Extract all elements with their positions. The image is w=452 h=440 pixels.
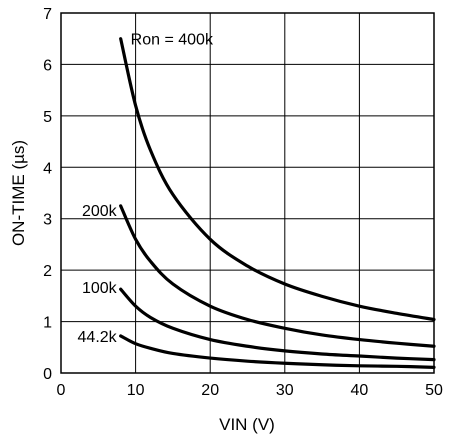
series-label-2: 100k: [82, 280, 118, 297]
plot-frame: [60, 12, 435, 374]
series-line-1: [119, 204, 436, 348]
series-label-3: 44.2k: [78, 329, 118, 346]
y-axis-label: ON-TIME (µs): [9, 140, 28, 246]
y-tick-label: 1: [43, 315, 52, 332]
x-tick-label: 30: [276, 382, 294, 399]
series-label-0: Ron = 400k: [131, 32, 214, 49]
y-tick-label: 2: [43, 263, 52, 280]
series-group: [119, 37, 436, 369]
grid: [61, 13, 434, 373]
y-tick-label: 0: [43, 366, 52, 383]
y-tick-label: 5: [43, 109, 52, 126]
x-axis-label: VIN (V): [219, 415, 275, 434]
y-tick-label: 4: [43, 160, 52, 177]
x-tick-label: 20: [201, 382, 219, 399]
x-tick-label: 0: [57, 382, 66, 399]
x-tick-label: 50: [425, 382, 443, 399]
y-tick-label: 6: [43, 57, 52, 74]
y-tick-label: 7: [43, 6, 52, 23]
series-labels: Ron = 400k 200k 100k 44.2k: [78, 32, 214, 346]
tick-labels: 0 10 20 30 40 50 0 1 2 3 4 5 6 7: [43, 6, 443, 399]
series-line-2: [119, 287, 436, 362]
x-tick-label: 40: [351, 382, 369, 399]
series-line-3: [119, 334, 436, 369]
series-line-0: [119, 37, 436, 322]
series-label-1: 200k: [82, 203, 118, 220]
x-tick-label: 10: [127, 382, 145, 399]
y-tick-label: 3: [43, 212, 52, 229]
